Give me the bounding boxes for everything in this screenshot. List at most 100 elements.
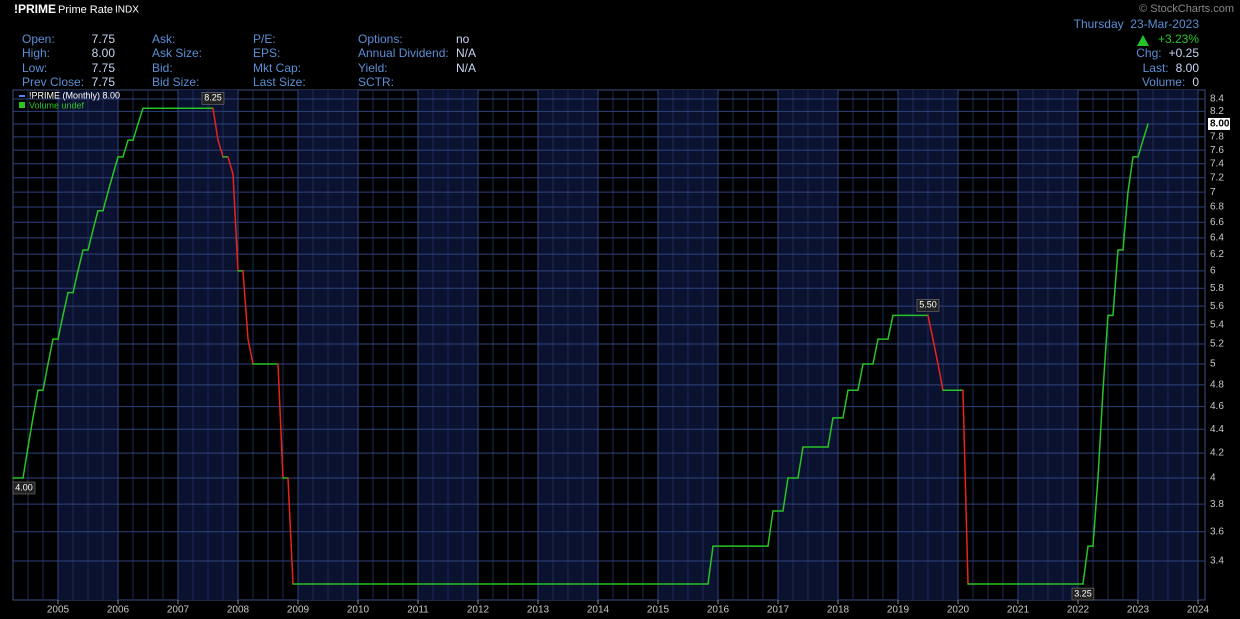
- field-label: P/E:: [253, 32, 276, 46]
- field-value: 8.00: [1176, 61, 1200, 75]
- field-label: Last Size:: [253, 75, 306, 89]
- field-label: Yield:: [358, 61, 388, 75]
- y-tick-label: 6.6: [1210, 217, 1224, 228]
- y-tick-label: 3.4: [1210, 556, 1224, 567]
- y-tick-label: 4.4: [1210, 424, 1224, 435]
- x-tick-label: 2015: [647, 605, 670, 616]
- field-label: Ask:: [152, 32, 175, 46]
- line-segment: [132, 123, 139, 141]
- field-label: Mkt Cap:: [253, 61, 301, 75]
- y-tick-label: 5.8: [1210, 283, 1224, 294]
- x-tick-label: 2007: [167, 605, 190, 616]
- field-label: Annual Dividend:: [358, 46, 449, 60]
- x-tick-label: 2022: [1067, 605, 1090, 616]
- line-segment: [797, 446, 804, 479]
- x-tick-label: 2017: [767, 605, 790, 616]
- exchange: INDX: [115, 5, 139, 16]
- line-segment: [212, 107, 219, 141]
- field-value: N/A: [456, 46, 476, 60]
- volume-icon: [19, 102, 25, 108]
- y-tick-label: 7: [1210, 187, 1216, 198]
- line-segment: [1082, 545, 1089, 585]
- line-segment: [1097, 389, 1104, 479]
- line-segment: [1102, 314, 1109, 391]
- symbol: !PRIME: [14, 2, 56, 16]
- y-tick-label: 3.6: [1210, 526, 1224, 537]
- y-tick-label: 4.2: [1210, 448, 1224, 459]
- y-tick-label: 6.4: [1210, 233, 1224, 244]
- right-field: Volume: 0: [1142, 75, 1199, 89]
- x-tick-label: 2005: [47, 605, 70, 616]
- line-segment: [857, 363, 864, 391]
- line-segment: [872, 338, 879, 365]
- line-segment: [937, 363, 944, 391]
- line-segment: [1122, 191, 1129, 251]
- field-value: +0.25: [1169, 46, 1200, 60]
- change-percent: +3.23%: [1158, 32, 1199, 46]
- line-segment: [72, 270, 79, 294]
- y-tick-label: 6.2: [1210, 249, 1224, 260]
- line-segment: [242, 270, 249, 340]
- line-segment: [827, 417, 834, 448]
- field-value: 7.75: [92, 75, 116, 89]
- line-segment: [887, 314, 894, 340]
- x-tick-label: 2021: [1007, 605, 1030, 616]
- line-segment: [927, 314, 934, 340]
- x-tick-label: 2023: [1127, 605, 1150, 616]
- right-field: Last: 8.00: [1143, 61, 1200, 75]
- annotation-box: [1071, 587, 1095, 601]
- field-label: Options:: [358, 32, 403, 46]
- line-segment: [62, 291, 69, 317]
- line-segment: [42, 363, 49, 391]
- line-segment: [122, 139, 129, 158]
- quote-date: Thursday 23-Mar-2023: [1074, 17, 1200, 31]
- x-tick-label: 2011: [407, 605, 429, 616]
- field-label: Bid:: [152, 61, 173, 75]
- line-segment: [1127, 156, 1134, 193]
- x-tick-label: 2016: [707, 605, 730, 616]
- field-label: Volume:: [1142, 75, 1185, 89]
- x-tick-label: 2008: [227, 605, 250, 616]
- x-tick-label: 2012: [467, 605, 490, 616]
- line-segment: [232, 173, 239, 272]
- line-segment: [277, 363, 284, 479]
- line-segment: [1142, 123, 1149, 141]
- x-tick-label: 2024: [1187, 605, 1210, 616]
- y-tick-label: 6.8: [1210, 202, 1224, 213]
- line-segment: [87, 229, 94, 251]
- field-value: no: [456, 32, 470, 46]
- x-tick-label: 2018: [827, 605, 850, 616]
- field-label: EPS:: [253, 46, 280, 60]
- field-value: 7.75: [92, 61, 116, 75]
- field-label: Prev Close:: [22, 75, 84, 89]
- line-segment: [92, 209, 99, 231]
- line-segment: [962, 389, 969, 585]
- line-segment: [932, 338, 939, 365]
- line-segment: [57, 314, 64, 340]
- line-segment: [287, 477, 294, 585]
- x-tick-label: 2020: [947, 605, 970, 616]
- field-value: 7.75: [92, 32, 116, 46]
- x-tick-label: 2009: [287, 605, 310, 616]
- y-tick-label: 7.4: [1210, 158, 1224, 169]
- plot: 2005 2006 2007 2008 2009 2010 2011 2012 2013 2014…: [12, 90, 1230, 616]
- x-tick-label: 2013: [527, 605, 550, 616]
- field-label: Last:: [1143, 61, 1169, 75]
- annotation-box: [201, 91, 225, 105]
- line-segment: [112, 156, 119, 175]
- line-segment: [22, 446, 29, 479]
- y-tick-label: 6: [1210, 266, 1216, 277]
- annotation-box: [12, 481, 36, 495]
- line-segment: [707, 545, 714, 585]
- last-value-box: [1208, 117, 1230, 130]
- field-value: N/A: [456, 61, 476, 75]
- y-tick-label: 8.4: [1210, 94, 1224, 105]
- line-segment: [217, 139, 224, 158]
- field-value: 0: [1192, 75, 1199, 89]
- annotation-label: 8.25: [204, 93, 222, 103]
- field-label: Open:: [22, 32, 55, 46]
- up-arrow: [1137, 35, 1149, 46]
- annotation-label: 5.50: [919, 300, 937, 310]
- line-segment: [1092, 477, 1099, 547]
